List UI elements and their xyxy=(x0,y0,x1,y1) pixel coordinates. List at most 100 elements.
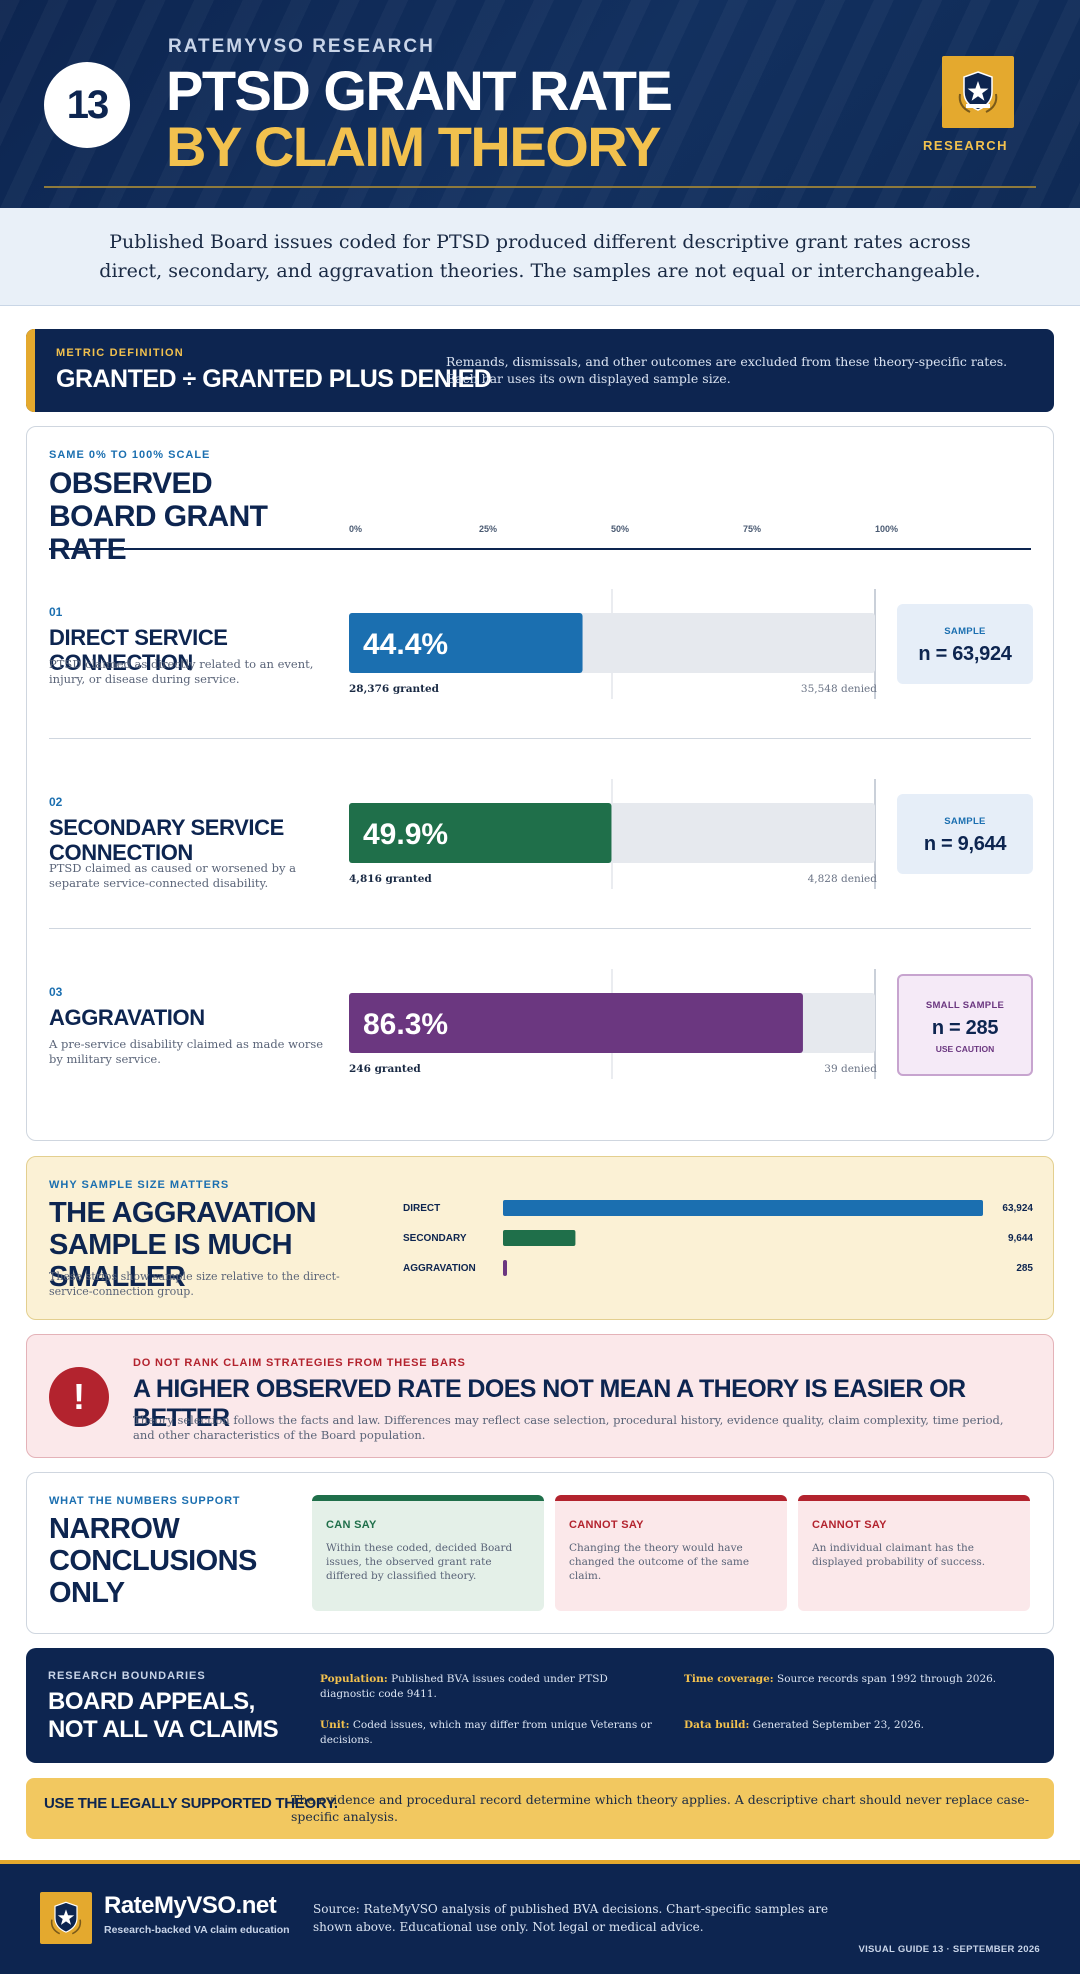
exclamation-icon: ! xyxy=(49,1367,109,1427)
boundary-text: Published BVA issues coded under PTSD di… xyxy=(320,1673,608,1700)
conclusions-card: WHAT THE NUMBERS SUPPORT NARROW CONCLUSI… xyxy=(26,1472,1054,1634)
sample-title: THE AGGRAVATION SAMPLE IS MUCH SMALLER xyxy=(49,1197,317,1293)
emblem-label: RESEARCH xyxy=(923,138,1008,153)
metric-kicker: METRIC DEFINITION xyxy=(56,347,184,359)
bar-value-label: 49.9% xyxy=(363,818,448,851)
boundary-unit: Unit: Coded issues, which may differ fro… xyxy=(320,1718,660,1748)
row-number: 03 xyxy=(49,985,63,999)
research-boundaries: RESEARCH BOUNDARIES BOARD APPEALS, NOT A… xyxy=(26,1648,1054,1763)
metric-description: Remands, dismissals, and other outcomes … xyxy=(446,354,1008,386)
strip-label: SECONDARY xyxy=(403,1233,467,1244)
box-title: CAN SAY xyxy=(326,1519,377,1531)
axis-tick-50: 50% xyxy=(611,524,630,534)
denied-count: 4,828 denied xyxy=(807,873,877,885)
sample-size-box: SAMPLE n = 9,644 xyxy=(897,794,1033,874)
bar-02 xyxy=(349,803,612,863)
header-divider xyxy=(44,186,1036,188)
page-title-line2: BY CLAIM THEORY xyxy=(166,115,661,178)
sample-size-box: SAMPLE n = 63,924 xyxy=(897,604,1033,684)
bar-03 xyxy=(349,993,803,1053)
sample-n: n = 63,924 xyxy=(918,643,1012,665)
axis-tick-75: 75% xyxy=(743,524,762,534)
sample-n: n = 9,644 xyxy=(923,833,1007,855)
denied-count: 35,548 denied xyxy=(800,683,877,695)
row-number: 01 xyxy=(49,605,63,619)
granted-count: 246 granted xyxy=(349,1063,421,1075)
granted-count: 28,376 granted xyxy=(349,683,440,695)
header: 13 RATEMYVSO RESEARCH PTSD GRANT RATE BY… xyxy=(0,0,1080,208)
granted-count: 4,816 granted xyxy=(349,873,432,885)
boundary-text: Generated September 23, 2026. xyxy=(752,1719,924,1731)
axis-tick-25: 25% xyxy=(479,524,498,534)
footer-brand[interactable]: RateMyVSO.net xyxy=(104,1892,277,1919)
footer-guide: VISUAL GUIDE 13 · SEPTEMBER 2026 xyxy=(858,1944,1040,1955)
box-text: Changing the theory would have changed t… xyxy=(569,1542,750,1582)
grant-rate-chart: SAME 0% TO 100% SCALE OBSERVED BOARD GRA… xyxy=(26,426,1054,1141)
conclusions-title: NARROW CONCLUSIONS ONLY xyxy=(49,1513,257,1609)
intro-text: Published Board issues coded for PTSD pr… xyxy=(0,208,1080,306)
shield-star-icon xyxy=(40,1892,92,1944)
row-description: A pre-service disability claimed as made… xyxy=(49,1037,324,1066)
row-description: PTSD claimed as directly related to an e… xyxy=(49,657,314,686)
boundaries-title: BOARD APPEALS, NOT ALL VA CLAIMS xyxy=(48,1688,279,1743)
denied-count: 39 denied xyxy=(824,1063,877,1075)
warning-card: ! DO NOT RANK CLAIM STRATEGIES FROM THES… xyxy=(26,1334,1054,1458)
warning-title: A HIGHER OBSERVED RATE DOES NOT MEAN A T… xyxy=(133,1375,966,1432)
cannot-say-box: CANNOT SAY Changing the theory would hav… xyxy=(555,1495,787,1611)
bar-value-label: 44.4% xyxy=(363,628,448,661)
box-text: An individual claimant has the displayed… xyxy=(812,1542,986,1568)
strip-bar-secondary xyxy=(503,1230,576,1246)
strip-label: DIRECT xyxy=(403,1203,441,1214)
warning-description: Theory selection follows the facts and l… xyxy=(133,1413,1004,1442)
guide-number-badge: 13 xyxy=(44,62,130,148)
sample-strips xyxy=(503,1200,983,1276)
row-title-direct: DIRECT SERVICE CONNECTION xyxy=(49,625,228,675)
strip-bar-aggravation xyxy=(503,1260,507,1276)
sample-label: SAMPLE xyxy=(944,626,986,637)
row-description: PTSD claimed as caused or worsened by a … xyxy=(49,861,297,890)
row-title-secondary: SECONDARY SERVICE CONNECTION xyxy=(49,815,284,865)
strip-value: 63,924 xyxy=(1002,1203,1033,1214)
sample-kicker: WHY SAMPLE SIZE MATTERS xyxy=(49,1179,230,1191)
row-divider xyxy=(49,738,1031,739)
boundary-time: Time coverage: Source records span 1992 … xyxy=(684,1672,1024,1687)
row-number: 02 xyxy=(49,795,63,809)
boundary-label: Unit: xyxy=(320,1719,350,1731)
boundary-build: Data build: Generated September 23, 2026… xyxy=(684,1718,1024,1733)
footer: RateMyVSO.net Research-backed VA claim e… xyxy=(0,1860,1080,1974)
can-say-box: CAN SAY Within these coded, decided Boar… xyxy=(312,1495,544,1611)
boundary-population: Population: Published BVA issues coded u… xyxy=(320,1672,660,1702)
sample-description: These strips show sample size relative t… xyxy=(49,1270,340,1298)
sample-n: n = 285 xyxy=(931,1017,999,1039)
axis-tick-100: 100% xyxy=(875,524,899,534)
bar-value-label: 86.3% xyxy=(363,1008,448,1041)
row-divider xyxy=(49,928,1031,929)
boundary-label: Time coverage: xyxy=(684,1673,774,1685)
strip-value: 9,644 xyxy=(1007,1233,1033,1244)
axis-rule xyxy=(49,548,1031,550)
metric-accent xyxy=(26,329,35,412)
small-sample-box: SMALL SAMPLE n = 285 USE CAUTION xyxy=(897,974,1033,1076)
boundary-label: Data build: xyxy=(684,1719,750,1731)
boundary-label: Population: xyxy=(320,1673,388,1685)
callout-bar: USE THE LEGALLY SUPPORTED THEORY. The ev… xyxy=(26,1778,1054,1839)
warning-kicker: DO NOT RANK CLAIM STRATEGIES FROM THESE … xyxy=(133,1357,466,1369)
box-title: CANNOT SAY xyxy=(812,1519,887,1531)
axis-tick-0: 0% xyxy=(349,524,363,534)
chart-kicker: SAME 0% TO 100% SCALE xyxy=(49,449,211,461)
bar-layer: 44.4% 49.9% 86.3% xyxy=(349,589,876,1079)
caution-label: USE CAUTION xyxy=(935,1044,995,1054)
sample-size-card: WHY SAMPLE SIZE MATTERS THE AGGRAVATION … xyxy=(26,1156,1054,1320)
callout-title: USE THE LEGALLY SUPPORTED THEORY. xyxy=(44,1795,338,1812)
strip-value: 285 xyxy=(1016,1263,1033,1274)
header-pattern xyxy=(0,0,1080,208)
callout-text: The evidence and procedural record deter… xyxy=(291,1792,1030,1824)
page-title-line1: PTSD GRANT RATE xyxy=(166,59,673,122)
box-text: Within these coded, decided Board issues… xyxy=(326,1542,513,1582)
boundaries-kicker: RESEARCH BOUNDARIES xyxy=(48,1670,206,1682)
sample-label: SAMPLE xyxy=(944,816,986,827)
conclusions-kicker: WHAT THE NUMBERS SUPPORT xyxy=(49,1495,241,1507)
footer-tagline: Research-backed VA claim education xyxy=(104,1924,290,1936)
shield-star-icon xyxy=(942,56,1014,128)
strip-bar-direct xyxy=(503,1200,983,1216)
